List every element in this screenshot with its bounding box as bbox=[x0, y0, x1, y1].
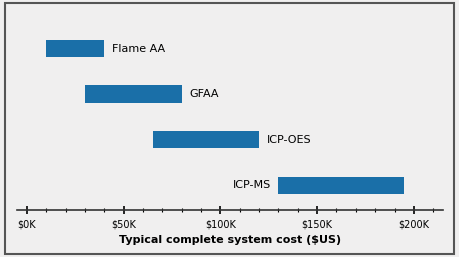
Text: Flame AA: Flame AA bbox=[112, 43, 165, 53]
Bar bbox=[46, 40, 104, 57]
Text: ICP-OES: ICP-OES bbox=[267, 135, 312, 145]
Bar bbox=[279, 177, 404, 194]
Bar bbox=[85, 86, 182, 103]
Bar bbox=[153, 131, 259, 148]
Text: ICP-MS: ICP-MS bbox=[232, 180, 271, 190]
X-axis label: Typical complete system cost ($US): Typical complete system cost ($US) bbox=[119, 235, 341, 245]
Text: GFAA: GFAA bbox=[190, 89, 219, 99]
